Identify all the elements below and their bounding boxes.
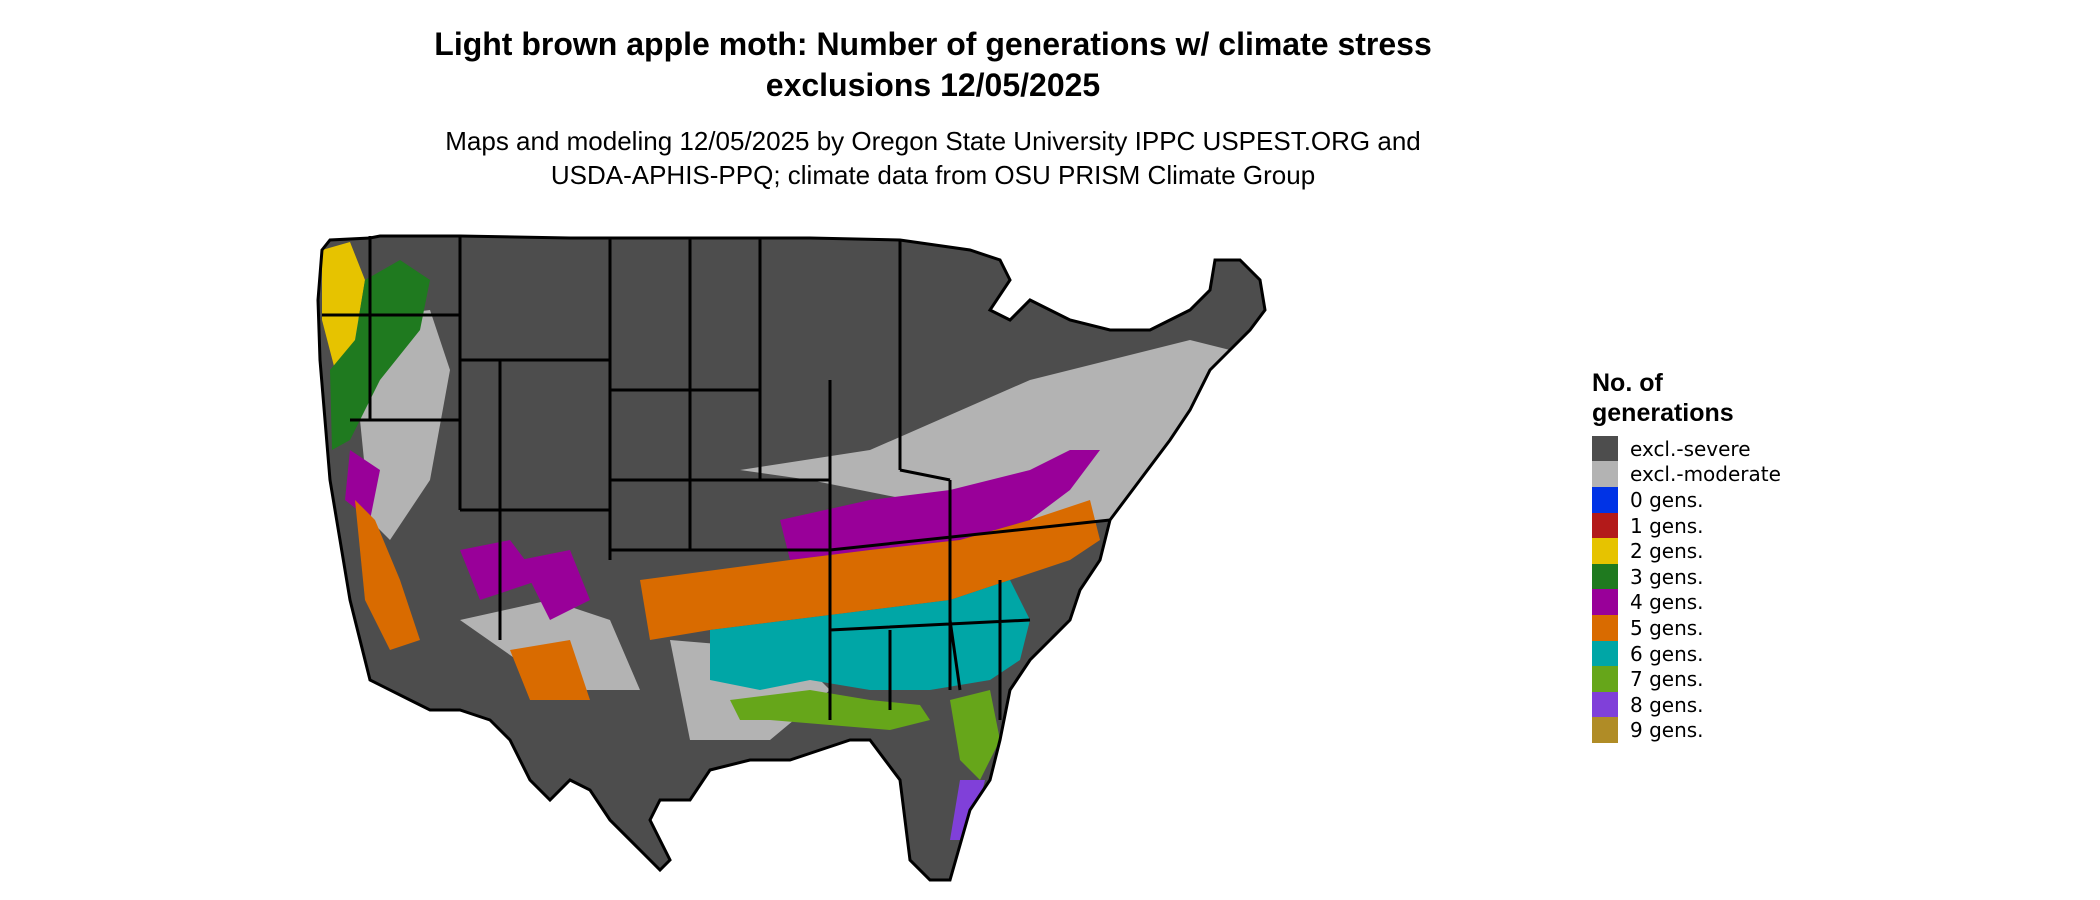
legend-label: 1 gens. [1630,513,1704,538]
legend-swatch [1592,486,1618,513]
legend-label: excl.-moderate [1630,462,1781,487]
legend-title-line-2: generations [1592,399,1734,427]
legend-item: 2 gens. [1592,538,1781,565]
legend-title: No. of generations [1592,368,1781,428]
legend-swatch [1592,435,1618,462]
legend-label: 6 gens. [1630,641,1704,666]
legend-item: 8 gens. [1592,691,1781,718]
three-gens-northwest-zone [330,260,430,450]
subtitle-line-2: USDA-APHIS-PPQ; climate data from OSU PR… [550,160,1316,190]
eight-gens-florida-zone [950,780,985,840]
legend-item: 7 gens. [1592,666,1781,693]
legend-item: 9 gens. [1592,717,1781,744]
map-subtitle: Maps and modeling 12/05/2025 by Oregon S… [0,124,1866,192]
legend-swatch [1592,512,1618,539]
legend-item: 1 gens. [1592,512,1781,539]
legend-swatch [1592,717,1618,744]
legend-label: 0 gens. [1630,487,1704,512]
legend-item: 5 gens. [1592,614,1781,641]
legend-swatch [1592,538,1618,565]
us-generations-map [316,234,1267,882]
legend-label: 4 gens. [1630,590,1704,615]
excl-moderate-zone [350,310,1230,740]
legend-item: 0 gens. [1592,486,1781,513]
legend-swatch [1592,691,1618,718]
seven-gens-coastal-zone [730,690,1000,780]
legend-label: 3 gens. [1630,564,1704,589]
legend-items: excl.-severe excl.-moderate 0 gens. 1 gens.… [1592,435,1781,744]
legend-item: 4 gens. [1592,589,1781,616]
five-gens-belt-zone [355,500,1100,700]
legend-swatch [1592,589,1618,616]
legend-label: 2 gens. [1630,539,1704,564]
interior-state-lines [322,236,1111,720]
legend-swatch [1592,563,1618,590]
legend-item: 6 gens. [1592,640,1781,667]
legend-item: 3 gens. [1592,563,1781,590]
two-gens-coast-zone [322,242,365,370]
legend-label: 7 gens. [1630,667,1704,692]
subtitle-line-1: Maps and modeling 12/05/2025 by Oregon S… [445,126,1421,156]
legend-item: excl.-severe [1592,435,1781,462]
legend-item: excl.-moderate [1592,461,1781,488]
legend-label: 5 gens. [1630,615,1704,640]
legend-label: excl.-severe [1630,436,1751,461]
state-boundaries [316,234,1267,882]
legend-label: 9 gens. [1630,718,1704,743]
legend-title-line-1: No. of [1592,369,1663,397]
legend-swatch [1592,666,1618,693]
four-gens-belt-zone [345,450,1100,620]
legend-swatch [1592,614,1618,641]
title-line-2: exclusions 12/05/2025 [765,67,1101,103]
legend-swatch [1592,461,1618,488]
legend-swatch [1592,640,1618,667]
generations-legend: No. of generations excl.-severe excl.-mod… [1592,368,1781,744]
legend-label: 8 gens. [1630,692,1704,717]
title-line-1: Light brown apple moth: Number of genera… [434,26,1432,62]
map-title: Light brown apple moth: Number of genera… [0,24,1866,106]
